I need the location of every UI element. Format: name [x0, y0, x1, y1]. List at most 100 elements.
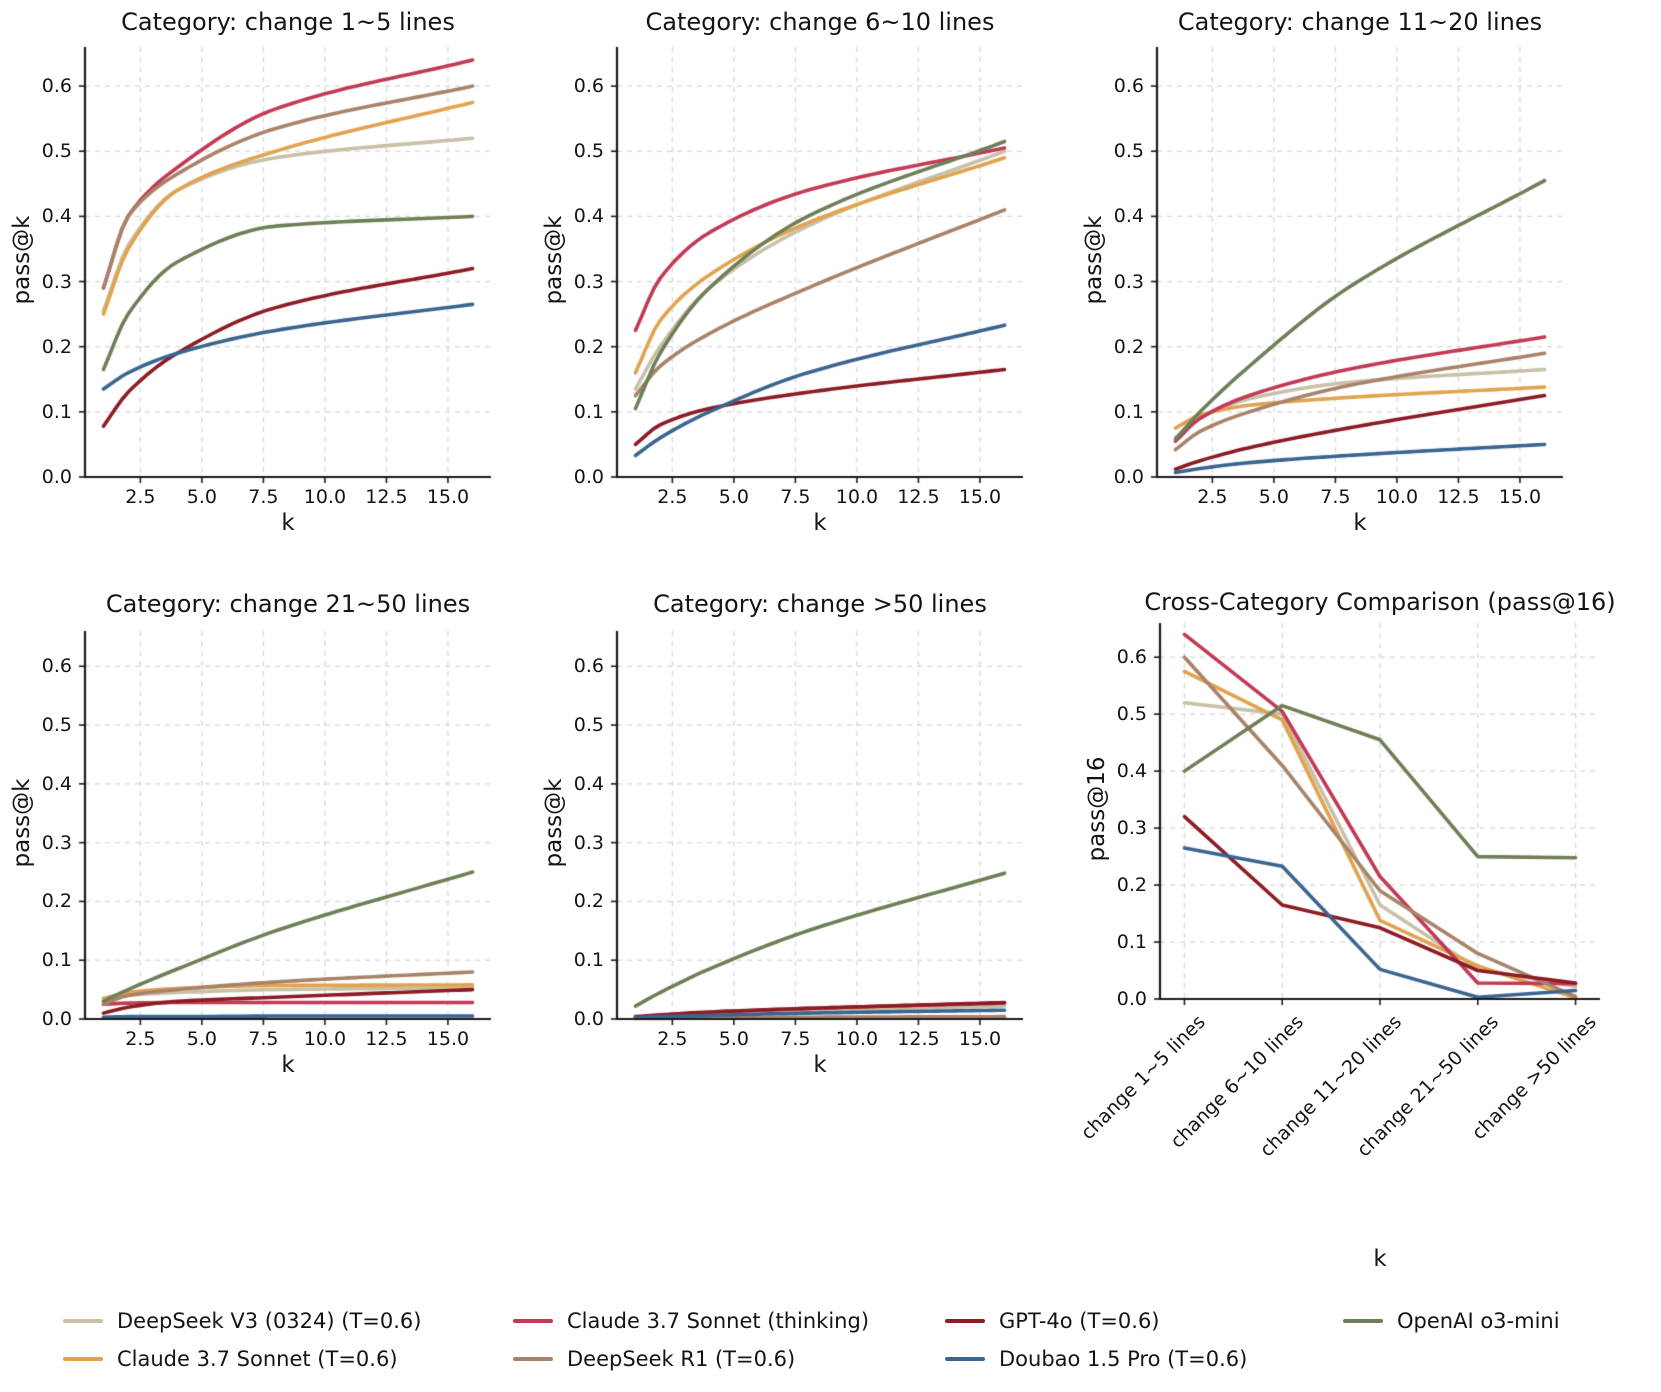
y-tick-label: 0.4 [1113, 205, 1144, 228]
x-tick-label: 10.0 [1375, 486, 1419, 508]
y-tick-label: 0.1 [1116, 931, 1147, 954]
legend-item-deepseek-v3: DeepSeek V3 (0324) (T=0.6) [63, 1306, 421, 1336]
x-tick-label: 2.5 [125, 1028, 156, 1050]
y-tick-label: 0.4 [573, 772, 604, 795]
x-tick-label: 10.0 [303, 486, 347, 508]
x-tick-label: 2.5 [125, 486, 156, 508]
subplot-title-21-50-lines: Category: change 21~50 lines [105, 590, 471, 618]
legend-label: DeepSeek R1 (T=0.6) [567, 1347, 796, 1371]
x-axis-label: k [1353, 510, 1367, 536]
y-tick-label: 0.5 [573, 714, 604, 737]
x-tick-label: 2.5 [657, 1028, 688, 1050]
y-tick-label: 0.0 [41, 1008, 72, 1030]
legend-item-gpt-4o: GPT-4o (T=0.6) [945, 1306, 1160, 1336]
y-tick-label: 0.2 [573, 335, 604, 358]
legend-swatch-gpt-4o [945, 1319, 985, 1323]
x-tick-label: 5.0 [718, 486, 749, 508]
x-tick-label: 12.5 [365, 486, 408, 508]
y-tick-label: 0.4 [41, 205, 72, 228]
y-tick-label: 0.2 [1116, 874, 1147, 897]
legend-label: Claude 3.7 Sonnet (thinking) [567, 1309, 870, 1333]
y-tick-label: 0.2 [41, 335, 72, 358]
y-tick-label: 0.4 [1116, 760, 1147, 783]
y-tick-label: 0.3 [1116, 817, 1147, 840]
x-tick-label: 12.5 [897, 1028, 940, 1050]
x-tick-label: 10.0 [303, 1028, 347, 1050]
subplot-title-6-10-lines: Category: change 6~10 lines [645, 8, 995, 36]
x-tick-label: 15.0 [958, 1028, 1002, 1050]
y-tick-label: 0.3 [573, 831, 604, 854]
y-tick-label: 0.6 [573, 655, 604, 678]
x-tick-label: 5.0 [1258, 486, 1289, 508]
legend-swatch-claude-37-sonnet [63, 1357, 103, 1361]
y-tick-label: 0.1 [1113, 400, 1144, 423]
y-tick-label: 0.4 [573, 205, 604, 228]
legend-item-doubao-15-pro: Doubao 1.5 Pro (T=0.6) [945, 1344, 1247, 1374]
y-tick-label: 0.1 [41, 949, 72, 972]
legend-label: Claude 3.7 Sonnet (T=0.6) [117, 1347, 398, 1371]
y-tick-label: 0.6 [573, 75, 604, 98]
y-tick-label: 0.5 [41, 140, 72, 163]
subplot-title-cross-category: Cross-Category Comparison (pass@16) [1144, 588, 1616, 616]
x-axis-label: k [813, 510, 827, 536]
x-tick-label: 12.5 [365, 1028, 408, 1050]
legend-label: DeepSeek V3 (0324) (T=0.6) [117, 1309, 422, 1333]
legend-swatch-deepseek-r1 [513, 1357, 553, 1361]
x-axis-label: k [281, 510, 295, 536]
x-axis-label: k [281, 1052, 295, 1078]
y-tick-label: 0.6 [1116, 646, 1147, 669]
x-tick-label: 7.5 [248, 486, 279, 508]
x-tick-label: 12.5 [1437, 486, 1480, 508]
legend-item-openai-o3-mini: OpenAI o3-mini [1343, 1306, 1560, 1336]
y-tick-label: 0.0 [41, 466, 72, 488]
x-tick-label: 7.5 [780, 1028, 811, 1050]
y-tick-label: 0.0 [573, 466, 604, 488]
x-tick-label: 7.5 [1320, 486, 1351, 508]
y-tick-label: 0.6 [41, 75, 72, 98]
x-tick-label: 5.0 [186, 486, 217, 508]
y-tick-label: 0.4 [41, 772, 72, 795]
y-tick-label: 0.2 [573, 890, 604, 913]
subplot-title-1-5-lines: Category: change 1~5 lines [121, 8, 455, 36]
subplot-title-11-20-lines: Category: change 11~20 lines [1177, 8, 1543, 36]
x-tick-label: 5.0 [718, 1028, 749, 1050]
y-tick-label: 0.5 [1113, 140, 1144, 163]
x-tick-label: 12.5 [897, 486, 940, 508]
legend-swatch-claude-37-sonnet-thinking [513, 1319, 553, 1323]
y-tick-label: 0.5 [41, 714, 72, 737]
y-tick-label: 0.1 [573, 949, 604, 972]
y-tick-label: 0.2 [41, 890, 72, 913]
y-tick-label: 0.3 [41, 831, 72, 854]
x-tick-label: 2.5 [1197, 486, 1228, 508]
x-axis-label: k [1373, 1246, 1387, 1272]
x-tick-label: 5.0 [186, 1028, 217, 1050]
x-tick-label: 15.0 [426, 486, 470, 508]
y-tick-label: 0.6 [1113, 75, 1144, 98]
x-tick-label: 10.0 [835, 1028, 879, 1050]
y-tick-label: 0.1 [41, 400, 72, 423]
y-tick-label: 0.6 [41, 655, 72, 678]
y-tick-label: 0.0 [573, 1008, 604, 1030]
y-tick-label: 0.0 [1113, 466, 1144, 488]
x-tick-label: 15.0 [958, 486, 1002, 508]
x-tick-label: 15.0 [1498, 486, 1542, 508]
legend-label: Doubao 1.5 Pro (T=0.6) [999, 1347, 1248, 1371]
y-tick-label: 0.0 [1116, 988, 1147, 1010]
x-tick-label: 15.0 [426, 1028, 470, 1050]
x-axis-label: k [813, 1052, 827, 1078]
legend-label: GPT-4o (T=0.6) [999, 1309, 1160, 1333]
y-tick-label: 0.1 [573, 400, 604, 423]
y-tick-label: 0.2 [1113, 335, 1144, 358]
y-tick-label: 0.3 [41, 270, 72, 293]
legend-swatch-openai-o3-mini [1343, 1319, 1383, 1323]
x-tick-label: 7.5 [248, 1028, 279, 1050]
legend-item-claude-37-sonnet-thinking: Claude 3.7 Sonnet (thinking) [513, 1306, 869, 1336]
legend-item-claude-37-sonnet: Claude 3.7 Sonnet (T=0.6) [63, 1344, 398, 1374]
x-tick-label: 7.5 [780, 486, 811, 508]
x-tick-label: 10.0 [835, 486, 879, 508]
legend-swatch-doubao-15-pro [945, 1357, 985, 1361]
subplot-title-gt50-lines: Category: change >50 lines [653, 590, 987, 618]
y-tick-label: 0.5 [1116, 703, 1147, 726]
